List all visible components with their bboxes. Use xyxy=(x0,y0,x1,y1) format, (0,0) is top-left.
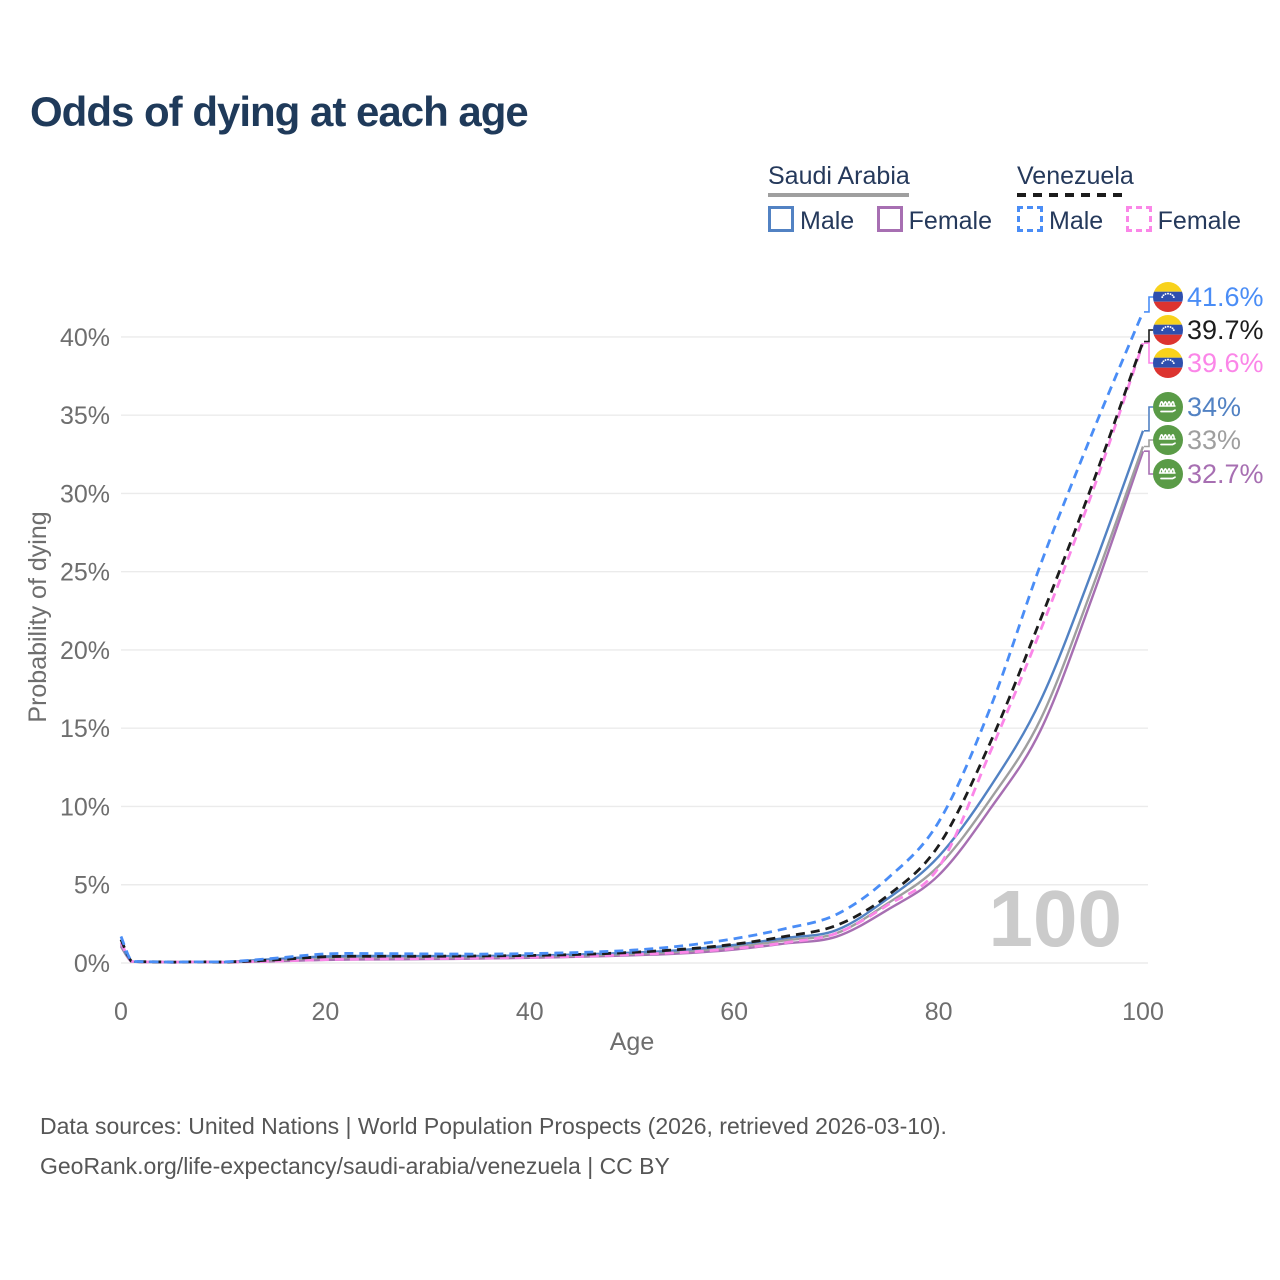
end-label-connector-saudi-arabia-male xyxy=(1144,406,1153,432)
end-label-connector-venezuela-male xyxy=(1144,296,1153,313)
end-value-label-saudi-arabia-female: 32.7% xyxy=(1187,459,1264,489)
legend-label-saudi-male: Male xyxy=(800,207,855,235)
y-tick-30%: 30% xyxy=(60,480,110,508)
end-label-connector-venezuela-both-sexes xyxy=(1144,329,1153,343)
end-value-label-venezuela-female: 39.6% xyxy=(1187,348,1264,378)
venezuela-dashed-line-sample xyxy=(1017,193,1128,197)
end-value-label-venezuela-both-sexes: 39.7% xyxy=(1187,315,1264,345)
y-tick-20%: 20% xyxy=(60,637,110,665)
end-flag-saudi-arabia-male xyxy=(1153,392,1183,422)
x-tick-0: 0 xyxy=(114,998,128,1026)
x-tick-40: 40 xyxy=(516,998,544,1026)
end-flag-venezuela-male xyxy=(1153,282,1183,312)
legend-item-venezuela-female: Female xyxy=(1125,206,1242,236)
end-value-label-saudi-arabia-male: 34% xyxy=(1187,392,1241,422)
page-title: Odds of dying at each age xyxy=(30,88,529,135)
end-label-connector-venezuela-female xyxy=(1144,342,1153,364)
venezuela-flag-icon xyxy=(1153,315,1183,345)
y-axis-label: Probability of dying xyxy=(24,511,52,722)
saudi-male-swatch xyxy=(768,206,794,232)
saudi-arabia-flag-icon xyxy=(1153,392,1183,422)
legend-item-saudi-male: Male xyxy=(768,206,854,236)
end-value-label-saudi-arabia-both-sexes: 33% xyxy=(1187,425,1241,455)
legend-item-venezuela-male: Male xyxy=(1017,206,1103,236)
y-tick-0%: 0% xyxy=(74,950,110,978)
venezuela-male-swatch xyxy=(1017,206,1043,232)
legend-items-venezuela: Male Female xyxy=(1017,206,1259,236)
legend-label-venezuela-female: Female xyxy=(1157,207,1242,235)
legend-group-venezuela: Venezuela Male Female xyxy=(1017,163,1259,236)
saudi-arabia-flag-icon xyxy=(1153,425,1183,455)
legend-item-saudi-female: Female xyxy=(876,206,993,236)
end-flag-saudi-arabia-both-sexes xyxy=(1153,425,1183,455)
series-line-venezuela-both-sexes xyxy=(119,341,1145,964)
end-flag-venezuela-both-sexes xyxy=(1153,315,1183,345)
footer-attribution: GeoRank.org/life-expectancy/saudi-arabia… xyxy=(40,1153,670,1179)
legend-country-saudi-arabia: Saudi Arabia xyxy=(768,162,910,190)
venezuela-female-swatch xyxy=(1125,206,1152,232)
legend-group-saudi-arabia: Saudi Arabia Male Female xyxy=(768,163,1010,236)
y-tick-40%: 40% xyxy=(60,324,110,352)
legend: Saudi Arabia Male Female Venezuela Male … xyxy=(0,163,1280,253)
legend-country-venezuela: Venezuela xyxy=(1017,162,1134,190)
end-label-connector-saudi-arabia-both-sexes xyxy=(1144,439,1153,448)
y-tick-15%: 15% xyxy=(60,715,110,743)
y-tick-35%: 35% xyxy=(60,402,110,430)
saudi-solid-line-sample xyxy=(768,193,909,197)
y-tick-10%: 10% xyxy=(60,793,110,821)
end-value-label-venezuela-male: 41.6% xyxy=(1187,282,1264,312)
end-flag-saudi-arabia-female xyxy=(1153,459,1183,489)
y-tick-5%: 5% xyxy=(74,872,110,900)
x-axis-label: Age xyxy=(610,1028,654,1056)
saudi-female-swatch xyxy=(876,206,903,232)
footer-data-sources: Data sources: United Nations | World Pop… xyxy=(40,1113,947,1139)
legend-items-saudi: Male Female xyxy=(768,206,1010,236)
x-tick-60: 60 xyxy=(720,998,748,1026)
footer: Data sources: United Nations | World Pop… xyxy=(40,1106,947,1186)
age-watermark: 100 xyxy=(989,874,1122,963)
legend-label-saudi-female: Female xyxy=(908,207,993,235)
x-tick-80: 80 xyxy=(925,998,953,1026)
saudi-arabia-flag-icon xyxy=(1153,459,1183,489)
end-label-connector-saudi-arabia-female xyxy=(1144,450,1153,475)
series-line-venezuela-female xyxy=(119,342,1145,964)
series-line-venezuela-male xyxy=(119,311,1145,964)
end-flag-venezuela-female xyxy=(1153,348,1183,378)
venezuela-flag-icon xyxy=(1153,348,1183,378)
y-tick-25%: 25% xyxy=(60,559,110,587)
legend-label-venezuela-male: Male xyxy=(1049,207,1104,235)
x-tick-100: 100 xyxy=(1122,998,1164,1026)
x-tick-20: 20 xyxy=(311,998,339,1026)
venezuela-flag-icon xyxy=(1153,282,1183,312)
